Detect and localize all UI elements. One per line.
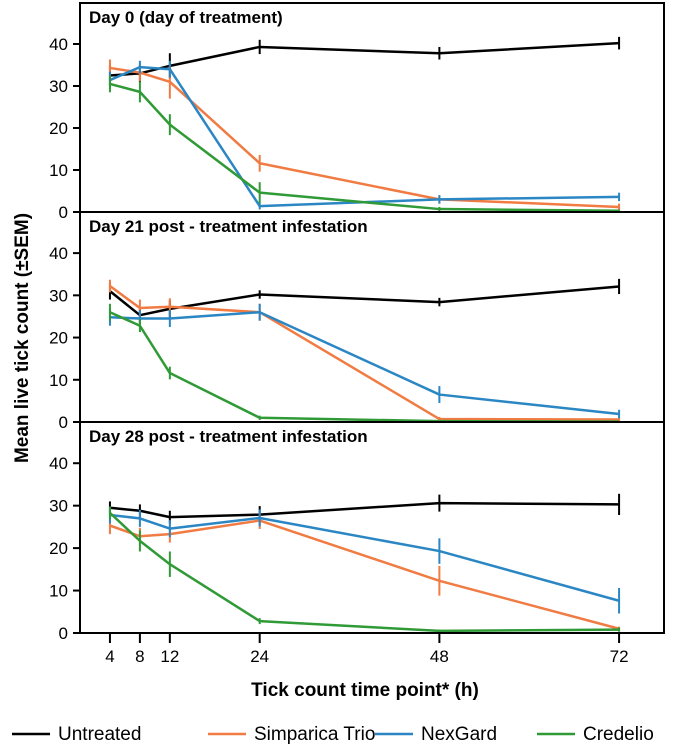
series-line <box>109 285 620 317</box>
series-line <box>109 513 620 602</box>
y-tick-label: 10 <box>49 582 68 601</box>
x-axis-title: Tick count time point* (h) <box>251 680 479 701</box>
legend-label: Simparica Trio <box>254 724 375 745</box>
series-line <box>109 66 620 209</box>
legend-label: Untreated <box>58 724 141 745</box>
series-nexgard <box>108 303 621 419</box>
x-tick-label: 4 <box>105 647 114 666</box>
x-tick-label: 8 <box>135 647 144 666</box>
series-line <box>109 285 620 421</box>
legend-item-nexgard: NexGard <box>375 724 497 745</box>
y-tick-label: 30 <box>49 497 68 516</box>
series-simparica-trio <box>108 59 621 211</box>
series-untreated <box>108 36 621 86</box>
panel-1: Day 0 (day of treatment) 0 10 20 30 40 <box>49 2 665 222</box>
panel-3: Day 28 post - treatment infestation 0 10 20… <box>49 421 665 643</box>
y-tick-label: 30 <box>49 286 68 305</box>
x-axis: 4 8 12 24 48 72 <box>80 632 664 666</box>
series-untreated <box>108 278 621 322</box>
x-tick-label: 72 <box>610 647 629 666</box>
panel-title: Day 21 post - treatment infestation <box>89 217 368 236</box>
y-tick-label: 20 <box>49 539 68 558</box>
series-untreated <box>108 493 621 524</box>
series-simparica-trio <box>108 279 621 422</box>
x-tick-label: 48 <box>430 647 449 666</box>
series-credelio <box>108 506 621 633</box>
series-line <box>109 65 620 208</box>
legend-item-untreated: Untreated <box>12 724 141 745</box>
legend-label: Credelio <box>583 724 654 745</box>
y-tick-label: 40 <box>49 35 68 54</box>
panel-title: Day 28 post - treatment infestation <box>89 427 368 446</box>
series-credelio <box>108 75 621 212</box>
series-line <box>109 519 620 630</box>
y-tick-label: 0 <box>59 624 68 643</box>
y-tick-label: 10 <box>49 371 68 390</box>
series-line <box>109 82 620 212</box>
series-credelio <box>108 303 621 423</box>
series-nexgard <box>108 506 621 614</box>
y-axis-title: Mean live tick count (±SEM) <box>12 213 33 463</box>
legend-item-simparica-trio: Simparica Trio <box>208 724 375 745</box>
series-line <box>109 310 620 416</box>
panel-2: Day 21 post - treatment infestation 0 10 20… <box>49 211 665 432</box>
y-tick-label: 10 <box>49 161 68 180</box>
legend-label: NexGard <box>421 724 497 745</box>
y-tick-label: 40 <box>49 454 68 473</box>
legend-item-credelio: Credelio <box>537 724 654 745</box>
y-tick-label: 20 <box>49 119 68 138</box>
y-tick-label: 0 <box>59 203 68 222</box>
series-line <box>109 41 620 77</box>
series-nexgard <box>108 60 621 210</box>
y-tick-label: 20 <box>49 329 68 348</box>
panel-title: Day 0 (day of treatment) <box>89 8 283 27</box>
y-tick-label: 0 <box>59 413 68 432</box>
y-tick-label: 30 <box>49 77 68 96</box>
y-tick-label: 40 <box>49 244 68 263</box>
series-simparica-trio <box>108 512 621 631</box>
legend: Untreated Simparica Trio NexGard Credelio <box>12 724 654 745</box>
series-line <box>109 511 620 633</box>
x-tick-label: 24 <box>250 647 269 666</box>
series-line <box>109 501 620 519</box>
panel-frame <box>79 2 665 213</box>
panel-frame <box>79 211 665 423</box>
x-tick-label: 12 <box>160 647 179 666</box>
